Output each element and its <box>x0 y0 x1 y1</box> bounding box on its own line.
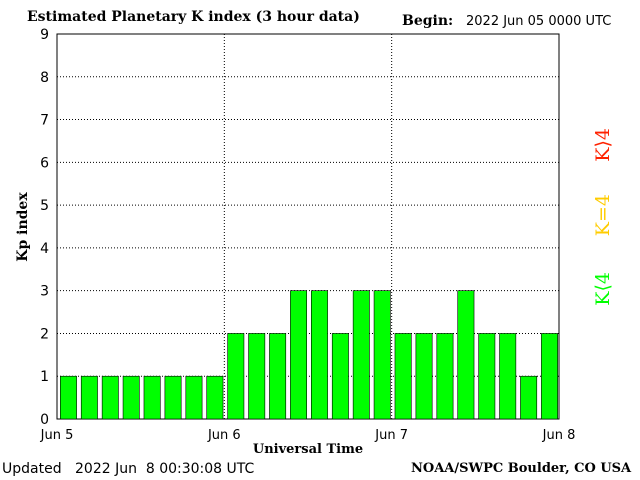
kp-bar <box>122 375 140 420</box>
y-axis-label: Kp index <box>15 192 31 262</box>
kp-bar <box>541 333 558 420</box>
y-tick-label: 2 <box>40 326 49 342</box>
kp-bar <box>101 375 119 420</box>
y-tick-label: 3 <box>40 284 49 300</box>
kp-bar <box>206 375 224 420</box>
x-tick-label: Jun 5 <box>40 428 74 443</box>
kp-bar <box>227 333 245 420</box>
kp-bar <box>248 333 266 420</box>
kp-bar <box>60 375 77 420</box>
y-tick-label: 8 <box>40 70 49 86</box>
plot-frame <box>56 33 560 420</box>
kp-bar <box>457 290 475 420</box>
legend-k-greater-4: K⟩4 <box>592 128 614 162</box>
begin-label: Begin: <box>402 13 454 29</box>
x-tick-label: Jun 8 <box>542 428 576 443</box>
y-tick-label: 9 <box>40 27 49 43</box>
kp-bar <box>415 333 433 420</box>
y-tick-label: 7 <box>40 113 49 129</box>
chart-title: Estimated Planetary K index (3 hour data… <box>27 9 360 25</box>
kp-bar <box>394 333 412 420</box>
kp-bar <box>436 333 454 420</box>
kp-bar <box>331 333 349 420</box>
y-tick-label: 5 <box>40 198 49 214</box>
kp-bar <box>373 290 391 420</box>
kp-bar <box>143 375 161 420</box>
credit-label: NOAA/SWPC Boulder, CO USA <box>411 461 632 476</box>
kp-bar <box>499 333 517 420</box>
legend-k-equal-4: K=4 <box>592 194 614 237</box>
legend-k-less-4: K⟨4 <box>592 272 614 306</box>
updated-label: Updated <box>2 461 62 477</box>
y-tick-label: 6 <box>40 155 49 171</box>
y-tick-label: 0 <box>40 412 49 428</box>
kp-bar <box>269 333 287 420</box>
kp-bar <box>311 290 328 420</box>
x-tick-label: Jun 7 <box>374 428 408 443</box>
kp-bar <box>352 290 370 420</box>
y-tick-label: 1 <box>40 369 49 385</box>
x-axis-label: Universal Time <box>253 442 363 457</box>
kp-bar <box>290 290 307 420</box>
kp-bar <box>478 333 496 420</box>
y-tick-label: 4 <box>40 241 49 257</box>
kp-bar <box>164 375 182 420</box>
x-tick-label: Jun 6 <box>207 428 241 443</box>
begin-value: 2022 Jun 05 0000 UTC <box>466 14 612 29</box>
kp-bar <box>80 375 98 420</box>
kp-bar <box>520 375 538 420</box>
updated-value: 2022 Jun 8 00:30:08 UTC <box>75 461 255 477</box>
kp-bar <box>185 375 203 420</box>
